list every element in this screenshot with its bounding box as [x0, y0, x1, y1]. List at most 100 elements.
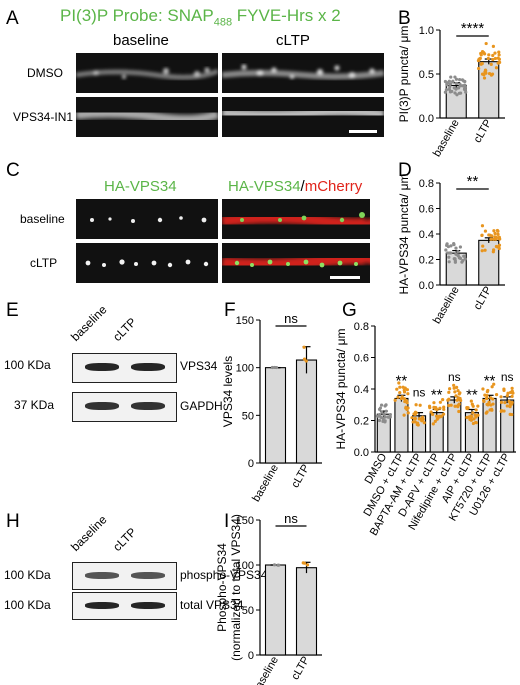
panel-letter-g: G [342, 300, 357, 321]
y-axis-label-i-1: Phospho-VPS34 [215, 543, 229, 632]
data-point-g [446, 398, 450, 402]
data-point-b [482, 73, 486, 77]
western-blot-phospho [72, 562, 177, 590]
data-point-g [428, 406, 432, 410]
data-point-b [447, 87, 452, 91]
data-point-b [445, 83, 449, 87]
data-point-g [487, 400, 491, 404]
data-point-f [274, 365, 279, 370]
bar-f-1 [295, 359, 318, 464]
data-point-g [436, 416, 440, 420]
data-point-g [474, 415, 478, 419]
panel-letter-c: C [6, 160, 20, 181]
data-point-g [499, 400, 504, 404]
data-point-g [379, 403, 384, 407]
y-tick-label-d: 0.6 [419, 204, 434, 216]
mw-marker-100-h-top: 100 KDa [4, 568, 51, 582]
data-point-d [453, 259, 457, 263]
data-point-g [489, 396, 493, 400]
micrograph-ha-baseline [76, 199, 218, 239]
data-point-d [497, 235, 501, 239]
data-point-b [454, 81, 459, 86]
data-point-d [491, 250, 495, 254]
data-point-b [493, 56, 498, 61]
y-tick-label-g: 0.6 [354, 353, 369, 365]
y-tick-label-g: 0.8 [354, 321, 369, 333]
data-point-b [480, 50, 485, 54]
data-point-g [502, 409, 506, 413]
data-point-g [442, 407, 446, 411]
panel-letter-h: H [6, 511, 20, 532]
micrograph-ha-cltp [76, 243, 218, 283]
significance-label-i: ns [284, 511, 298, 526]
data-point-g [465, 406, 469, 411]
data-point-g [376, 414, 380, 418]
data-point-g [454, 394, 458, 398]
y-axis-label-d: HA-VPS34 puncta/ μm [397, 174, 411, 295]
data-point-g [380, 410, 384, 414]
panel-letter-a: A [6, 8, 19, 29]
data-point-d [454, 246, 458, 250]
data-point-d [446, 251, 450, 255]
micrograph-merge-baseline [222, 199, 370, 239]
row-label-baseline: baseline [20, 212, 65, 226]
data-point-g [406, 411, 410, 415]
data-point-g [441, 412, 446, 416]
y-tick-label-d: 0.2 [419, 255, 434, 267]
data-point-d [458, 245, 463, 249]
data-point-g [499, 395, 503, 399]
significance-label-d: ** [467, 173, 479, 190]
data-point-g [395, 387, 399, 391]
y-tick-label-f: 100 [236, 363, 254, 375]
data-point-g [510, 386, 514, 390]
data-point-g [481, 387, 485, 391]
data-point-d [458, 256, 462, 260]
data-point-i [305, 563, 310, 567]
data-point-i [276, 563, 280, 567]
y-tick-label-b: 0.5 [419, 69, 434, 81]
data-point-g [511, 391, 515, 395]
micrograph-vps34in1-cltp [222, 97, 384, 137]
data-point-d [447, 255, 451, 259]
x-tick-label-f-1: cLTP [289, 463, 312, 491]
data-point-g [508, 405, 512, 409]
data-point-d [449, 244, 453, 248]
data-point-g [422, 421, 426, 425]
data-point-g [382, 412, 386, 416]
data-point-b [497, 53, 501, 57]
significance-g-2: ns [413, 386, 426, 400]
data-point-d [493, 231, 497, 236]
significance-g-5: ** [466, 386, 478, 403]
band-label-total-vps34: total VPS34 [180, 598, 244, 612]
data-point-f [270, 365, 274, 370]
data-point-d [494, 244, 498, 249]
x-tick-label-b-1: cLTP [472, 118, 495, 146]
data-point-g [413, 412, 417, 416]
data-point-g [457, 392, 461, 396]
x-tick-label-b-0: baseline [431, 118, 462, 159]
data-point-g [488, 408, 492, 412]
data-point-g [471, 404, 475, 408]
data-point-g [432, 405, 436, 409]
significance-label-f: ns [284, 311, 298, 326]
significance-g-7: ns [501, 370, 514, 384]
micrograph-dmso-cltp [222, 53, 384, 93]
data-point-b [448, 90, 453, 94]
data-point-d [496, 229, 500, 233]
data-point-g [402, 413, 406, 417]
y-tick-label-d: 0.8 [419, 178, 434, 190]
data-point-b [491, 44, 495, 48]
data-point-b [448, 82, 453, 86]
y-axis-label-f: VPS34 levels [221, 356, 235, 427]
data-point-b [457, 78, 462, 82]
data-point-g [505, 394, 509, 398]
data-point-g [377, 418, 382, 423]
data-point-g [509, 401, 513, 405]
data-point-g [452, 383, 456, 387]
data-point-g [447, 390, 451, 394]
data-point-i [301, 561, 305, 565]
panel-letter-e: E [6, 300, 19, 321]
data-point-g [469, 417, 473, 421]
significance-g-6: ** [484, 372, 496, 389]
micrograph-merge-cltp [222, 243, 370, 283]
